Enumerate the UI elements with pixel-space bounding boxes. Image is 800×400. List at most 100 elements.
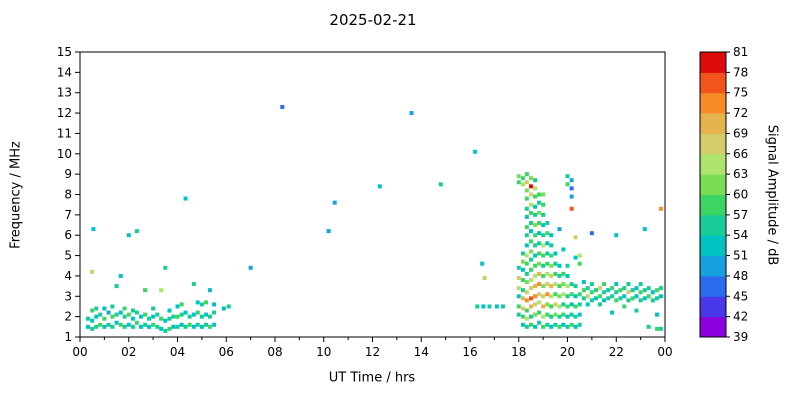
colorbar-segment bbox=[700, 194, 726, 216]
heatmap-point bbox=[528, 192, 533, 197]
heatmap-point bbox=[565, 174, 570, 179]
heatmap-point bbox=[533, 253, 538, 258]
heatmap-point bbox=[536, 192, 541, 197]
colorbar-tick-label: 54 bbox=[733, 228, 748, 242]
colorbar-tick-label: 72 bbox=[733, 106, 748, 120]
y-tick-label: 2 bbox=[64, 310, 72, 324]
heatmap-point bbox=[528, 176, 533, 181]
heatmap-point bbox=[126, 312, 131, 317]
heatmap-point bbox=[549, 243, 554, 248]
y-tick-label: 7 bbox=[64, 208, 72, 222]
heatmap-point bbox=[533, 284, 538, 289]
heatmap-point bbox=[179, 322, 184, 327]
heatmap-point bbox=[482, 275, 487, 280]
heatmap-point bbox=[520, 306, 525, 311]
heatmap-point bbox=[557, 324, 562, 329]
heatmap-point bbox=[183, 324, 188, 329]
heatmap-point bbox=[565, 294, 570, 299]
heatmap-point bbox=[597, 286, 602, 291]
colorbar-tick-label: 63 bbox=[733, 167, 748, 181]
colorbar-tick-label: 78 bbox=[733, 65, 748, 79]
y-tick-label: 13 bbox=[57, 86, 72, 100]
heatmap-point bbox=[159, 326, 164, 331]
heatmap-point bbox=[130, 316, 135, 321]
heatmap-point bbox=[577, 253, 582, 258]
heatmap-point bbox=[658, 294, 663, 299]
heatmap-point bbox=[524, 243, 529, 248]
heatmap-point bbox=[541, 243, 546, 248]
heatmap-point bbox=[536, 251, 541, 256]
heatmap-point bbox=[199, 314, 204, 319]
heatmap-point bbox=[565, 284, 570, 289]
heatmap-point bbox=[565, 324, 570, 329]
heatmap-point bbox=[524, 290, 529, 295]
y-tick-label: 15 bbox=[57, 45, 72, 59]
heatmap-point bbox=[536, 231, 541, 236]
heatmap-point bbox=[524, 298, 529, 303]
colorbar-segment bbox=[700, 235, 726, 257]
heatmap-point bbox=[516, 180, 521, 185]
heatmap-point bbox=[536, 221, 541, 225]
x-tick-label: 00 bbox=[657, 345, 672, 359]
heatmap-point bbox=[602, 290, 607, 295]
heatmap-point bbox=[569, 292, 574, 297]
x-tick-label: 18 bbox=[511, 345, 526, 359]
heatmap-point bbox=[581, 280, 586, 285]
heatmap-point bbox=[207, 314, 212, 319]
heatmap-point bbox=[545, 261, 550, 266]
heatmap-point bbox=[199, 324, 204, 329]
colorbar-label: Signal Amplitude / dB bbox=[764, 124, 780, 266]
heatmap-point bbox=[207, 324, 212, 329]
heatmap-point bbox=[187, 314, 192, 319]
heatmap-point bbox=[187, 322, 192, 327]
heatmap-point bbox=[110, 324, 115, 329]
heatmap-point bbox=[541, 273, 546, 278]
heatmap-point bbox=[533, 204, 538, 209]
heatmap-point bbox=[528, 229, 533, 234]
heatmap-point bbox=[557, 273, 562, 278]
heatmap-point bbox=[175, 304, 180, 309]
heatmap-point bbox=[171, 314, 176, 319]
heatmap-point bbox=[481, 304, 486, 309]
heatmap-point bbox=[167, 308, 172, 313]
heatmap-point bbox=[577, 292, 582, 297]
heatmap-point bbox=[561, 322, 566, 327]
heatmap-point bbox=[191, 312, 196, 317]
x-tick-label: 12 bbox=[365, 345, 380, 359]
heatmap-point bbox=[545, 221, 550, 225]
heatmap-point bbox=[597, 294, 602, 299]
colorbar-segment bbox=[700, 113, 726, 134]
heatmap-point bbox=[528, 322, 533, 327]
heatmap-point bbox=[533, 212, 538, 217]
heatmap-point bbox=[557, 227, 562, 232]
heatmap-point bbox=[146, 316, 151, 321]
heatmap-point bbox=[626, 298, 631, 303]
heatmap-point bbox=[536, 241, 541, 246]
heatmap-point bbox=[159, 316, 164, 321]
heatmap-point bbox=[610, 294, 615, 299]
heatmap-point bbox=[553, 282, 558, 287]
heatmap-point bbox=[642, 296, 647, 301]
x-axis-label: UT Time / hrs bbox=[328, 370, 416, 386]
x-tick-label: 14 bbox=[414, 345, 429, 359]
x-tick-label: 04 bbox=[170, 345, 185, 359]
heatmap-point bbox=[520, 296, 525, 301]
heatmap-point bbox=[90, 308, 95, 313]
heatmap-point bbox=[102, 316, 107, 321]
heatmap-point bbox=[475, 304, 480, 309]
heatmap-point bbox=[516, 294, 521, 299]
heatmap-point bbox=[577, 261, 582, 266]
colorbar-segment bbox=[700, 316, 726, 338]
heatmap-point bbox=[524, 206, 529, 211]
heatmap-point bbox=[221, 306, 226, 311]
heatmap-point bbox=[528, 286, 533, 291]
heatmap-point bbox=[549, 233, 554, 238]
heatmap-point bbox=[134, 320, 139, 325]
heatmap-point bbox=[159, 288, 164, 293]
heatmap-point bbox=[102, 306, 107, 311]
heatmap-point bbox=[171, 324, 176, 329]
heatmap-point bbox=[569, 178, 574, 183]
heatmap-point bbox=[94, 324, 99, 329]
heatmap-point bbox=[541, 223, 546, 228]
heatmap-point bbox=[155, 312, 160, 317]
